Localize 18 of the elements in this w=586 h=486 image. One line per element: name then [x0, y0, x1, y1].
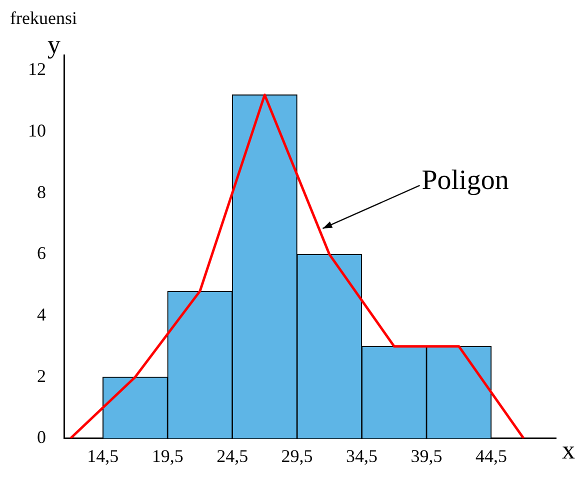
- x-tick-label: 14,5: [87, 446, 119, 466]
- y-tick-label: 8: [37, 182, 46, 202]
- text: frekuensi: [10, 8, 77, 28]
- x-axis-title: x: [562, 435, 575, 464]
- text: Poligon: [422, 164, 509, 196]
- y-tick-label: 12: [28, 59, 46, 80]
- x-tick-label: 19,5: [152, 446, 184, 466]
- y-tick-label: 6: [37, 243, 46, 264]
- y-tick-label: 2: [37, 366, 46, 386]
- x-tick-label: 24,5: [216, 446, 248, 466]
- y-tick-label: 10: [28, 120, 46, 140]
- x-tick-label: 29,5: [281, 446, 313, 466]
- y-tick-label: 4: [37, 304, 46, 324]
- x-tick-label: 34,5: [346, 446, 378, 466]
- x-tick-label: 39,5: [410, 446, 442, 466]
- x-tick-label: 44,5: [476, 446, 508, 466]
- y-axis-title: y: [48, 30, 60, 59]
- y-tick-label: 0: [37, 427, 46, 448]
